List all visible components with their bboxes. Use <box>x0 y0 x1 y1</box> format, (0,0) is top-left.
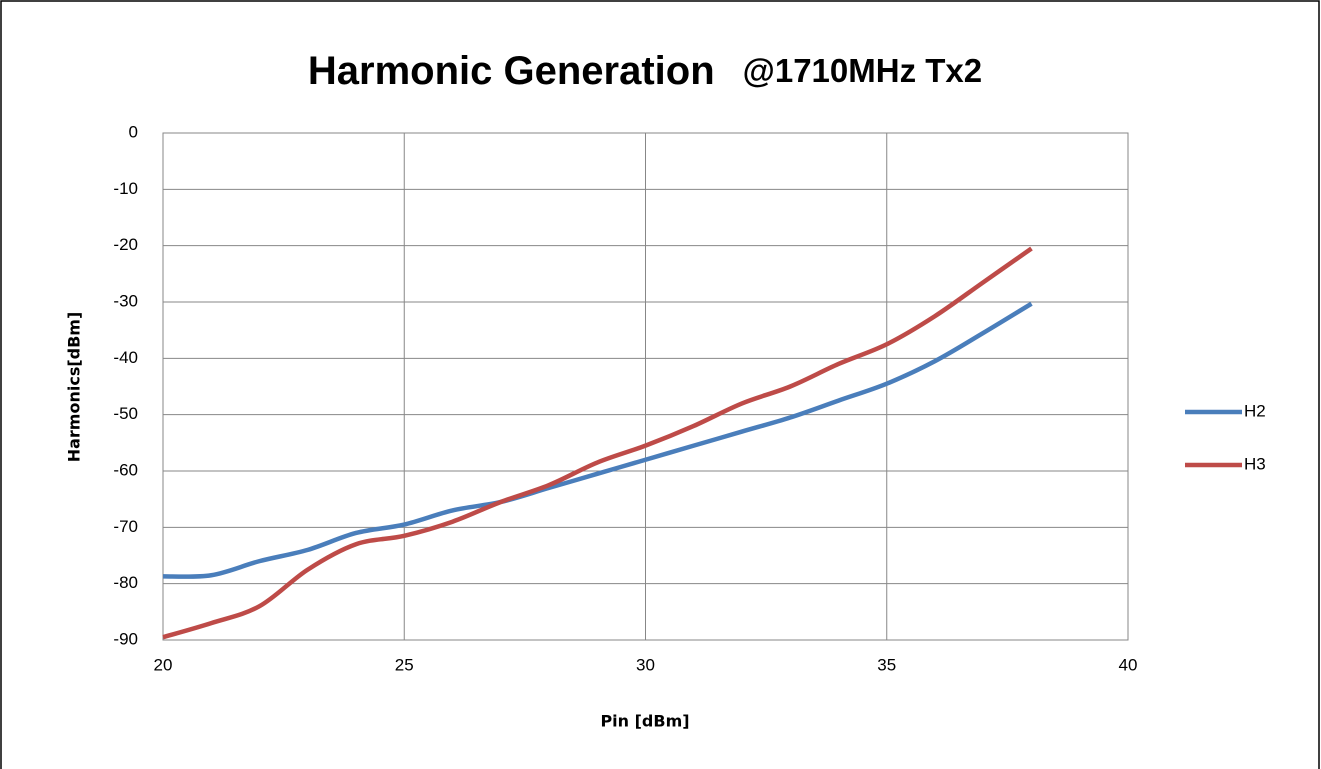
x-tick-label: 35 <box>877 655 896 674</box>
x-tick-label: 20 <box>154 655 173 674</box>
y-tick-label: -90 <box>113 629 138 648</box>
x-tick-label: 25 <box>395 655 414 674</box>
y-tick-label: 0 <box>129 122 138 141</box>
x-tick-label: 30 <box>636 655 655 674</box>
y-tick-label: -40 <box>113 348 138 367</box>
x-axis-label: Pin [dBm] <box>600 712 689 731</box>
y-tick-label: -50 <box>113 404 138 423</box>
y-tick-label: -60 <box>113 460 138 479</box>
series-line <box>162 301 1033 579</box>
y-axis-label: Harmonics[dBm] <box>65 312 84 463</box>
legend-label: H2 <box>1244 401 1266 420</box>
legend-label: H3 <box>1244 454 1266 473</box>
x-tick-label: 40 <box>1119 655 1138 674</box>
plot-border <box>162 132 1129 641</box>
y-tick-label: -20 <box>113 235 138 254</box>
y-tick-label: -10 <box>113 179 138 198</box>
y-tick-label: -80 <box>113 573 138 592</box>
series-line <box>162 246 1033 640</box>
chart-title: Harmonic Generation <box>308 49 715 93</box>
y-tick-label: -70 <box>113 517 138 536</box>
chart-subtitle: @1710MHz Tx2 <box>743 52 982 89</box>
y-tick-label: -30 <box>113 291 138 310</box>
chart-title-group: Harmonic Generation @1710MHz Tx2 <box>308 49 982 93</box>
